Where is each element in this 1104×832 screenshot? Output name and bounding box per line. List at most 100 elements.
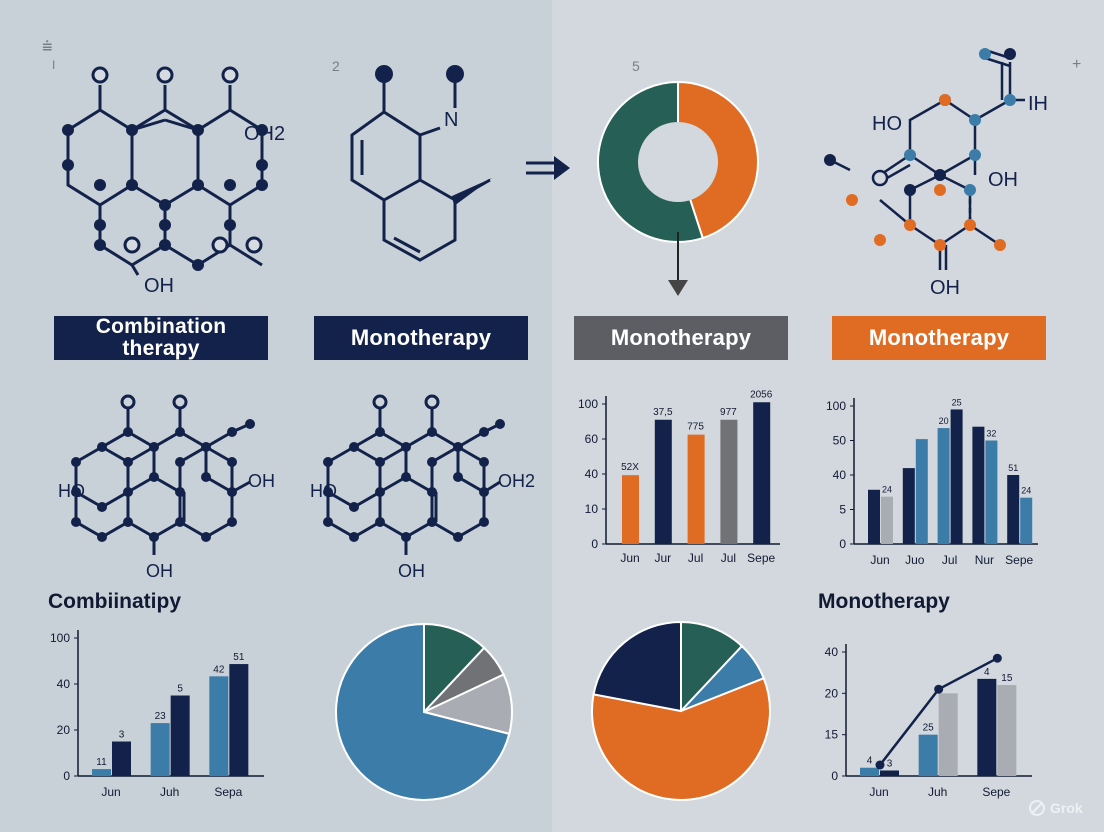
- corner-number: 5: [632, 58, 640, 74]
- bar: [915, 439, 928, 544]
- bar-value-label: 4: [984, 667, 990, 678]
- atom-label: HO: [872, 113, 902, 135]
- bar: [150, 723, 170, 776]
- atom-label: OH: [988, 169, 1018, 191]
- bar: [937, 428, 950, 544]
- trend-point: [934, 684, 944, 694]
- atom-label: OH: [248, 471, 275, 491]
- banner-monotherapy: Monotherapy: [574, 316, 788, 360]
- pie-slice: [680, 620, 744, 714]
- molecule-structure: N: [350, 65, 492, 262]
- y-tick-label: 0: [63, 769, 70, 783]
- pie-slice: [592, 620, 682, 713]
- bar-value-label: 2056: [750, 389, 773, 400]
- y-tick-label: 0: [839, 537, 846, 551]
- molecule-structure: HO OH OH: [58, 394, 275, 581]
- bar: [112, 741, 131, 776]
- bar: [1007, 475, 1020, 544]
- bar: [950, 409, 963, 544]
- atom-label: OH: [146, 561, 173, 581]
- watermark-label: Grok: [1050, 800, 1083, 816]
- x-tick-label: Sepa: [214, 785, 242, 799]
- y-tick-label: 15: [825, 728, 839, 742]
- molecule-structure: HO OH2 OH: [310, 394, 535, 581]
- bar: [92, 769, 111, 776]
- bar-chart: 0 10 40 60 100 52X Jun 37,5 Jur 775 Jul 977 Jul 2056 S…: [578, 389, 780, 565]
- bar-value-label: 32: [986, 429, 996, 439]
- arrow-right-icon: [526, 156, 570, 180]
- bar-value-label: 42: [213, 664, 225, 675]
- bar-value-label: 20: [939, 416, 949, 426]
- bar-value-label: 23: [155, 711, 167, 722]
- bar-value-label: 51: [1008, 463, 1018, 473]
- x-tick-label: Nur: [975, 553, 994, 567]
- pie-slice: [677, 80, 759, 240]
- bar: [985, 440, 998, 544]
- banner-monotherapy: Monotherapy: [832, 316, 1046, 360]
- y-tick-label: 40: [833, 468, 847, 482]
- bar: [687, 434, 705, 544]
- atom-label: OH: [930, 277, 960, 299]
- menu-glyph-icon: ⩧: [42, 36, 53, 56]
- y-tick-label: 50: [833, 434, 847, 448]
- x-tick-label: Jul: [688, 551, 703, 565]
- bar: [170, 695, 190, 776]
- atom-label: OH: [398, 561, 425, 581]
- molecule-structure: IH HO OH OH: [824, 48, 1048, 299]
- bar: [938, 693, 958, 776]
- banner-monotherapy: Monotherapy: [314, 316, 528, 360]
- x-tick-label: Sepe: [1005, 553, 1033, 567]
- bar-value-label: 52X: [621, 462, 639, 473]
- bar-chart: 0 20 40 100 11 3 Jun 23 5 Juh 42 51 Sepa: [50, 630, 264, 799]
- bar-value-label: 37,5: [653, 407, 673, 418]
- banner-line: Combination: [95, 315, 227, 338]
- x-tick-label: Juo: [905, 553, 925, 567]
- atom-label: OH2: [498, 471, 535, 491]
- y-tick-label: 20: [57, 723, 71, 737]
- plus-icon: +: [1072, 56, 1082, 73]
- atom-label: HO: [58, 481, 85, 501]
- y-tick-label: 40: [585, 467, 599, 481]
- bar-value-label: 3: [119, 730, 125, 741]
- pie-slice: [335, 622, 511, 801]
- y-tick-label: 40: [57, 677, 71, 691]
- corner-number: 2: [332, 58, 340, 74]
- pie-chart: [591, 620, 771, 801]
- x-tick-label: Sepe: [982, 785, 1010, 799]
- pie-slice: [591, 676, 771, 801]
- bar: [209, 676, 229, 776]
- atom-label: HO: [310, 481, 337, 501]
- y-tick-label: 20: [825, 686, 839, 700]
- x-tick-label: Jul: [942, 553, 957, 567]
- x-tick-label: Jur: [654, 551, 671, 565]
- bar-value-label: 775: [687, 422, 704, 433]
- bar-value-label: 24: [1021, 486, 1031, 496]
- bar-value-label: 51: [233, 652, 245, 663]
- x-tick-label: Sepe: [747, 551, 775, 565]
- x-tick-label: Juh: [928, 785, 947, 799]
- x-tick-label: Jul: [721, 551, 736, 565]
- banner-line: therapy: [122, 337, 200, 360]
- y-tick-label: 60: [585, 432, 599, 446]
- bar-value-label: 24: [882, 485, 892, 495]
- molecule-structure: OH2 OH: [62, 66, 285, 297]
- bar: [977, 678, 997, 776]
- bar-value-label: 25: [923, 723, 935, 734]
- bar: [753, 402, 771, 544]
- y-tick-label: 5: [839, 503, 846, 517]
- atom-label: OH2: [244, 123, 285, 145]
- bar: [229, 664, 249, 776]
- bar-chart: 0 15 20 40 4 3 Jun 25 Juh 4 15 Sepe: [825, 644, 1032, 799]
- section-title: Combiinatipy: [48, 590, 182, 613]
- bar: [654, 419, 672, 544]
- x-tick-label: Jun: [869, 785, 888, 799]
- y-tick-label: 10: [585, 502, 599, 516]
- trend-point: [875, 760, 885, 770]
- x-tick-label: Jun: [620, 551, 639, 565]
- bar-value-label: 3: [887, 758, 893, 769]
- bar: [1020, 497, 1033, 544]
- y-tick-label: 40: [825, 645, 839, 659]
- bar: [902, 468, 915, 544]
- bar-value-label: 977: [720, 407, 737, 418]
